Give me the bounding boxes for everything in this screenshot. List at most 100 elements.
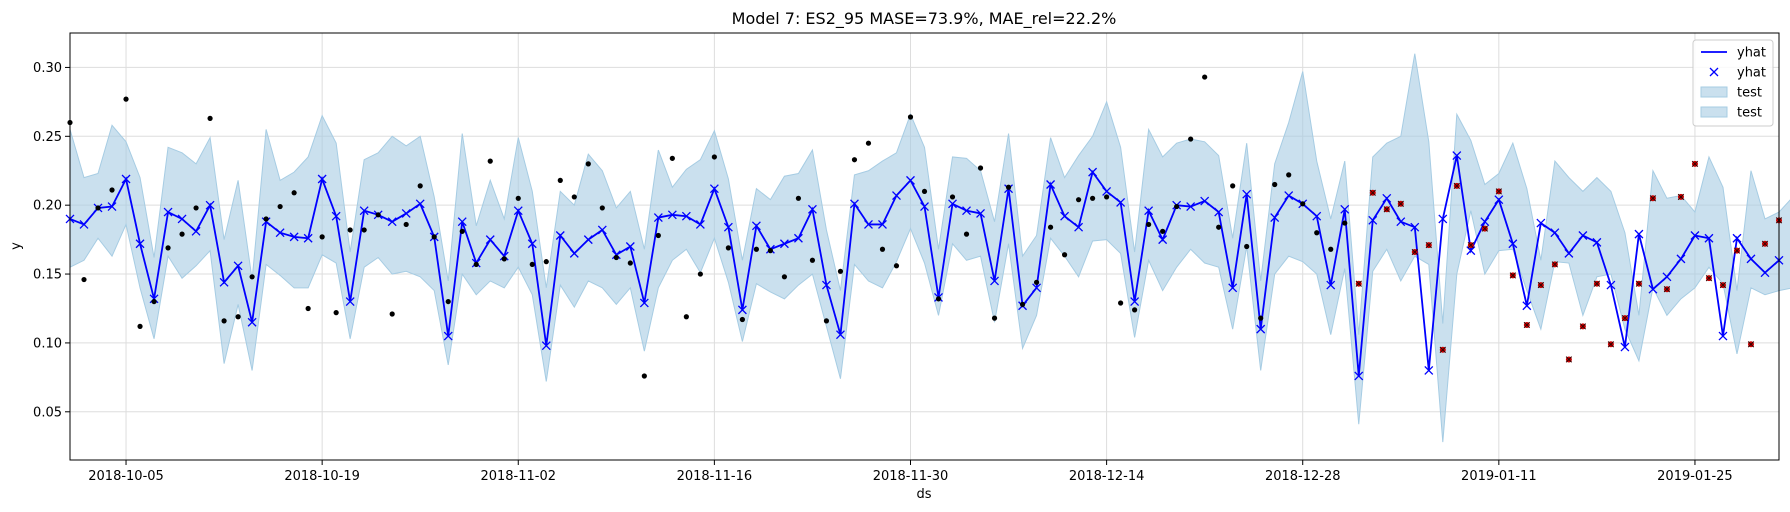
actual-point — [1005, 184, 1012, 190]
yhat-marker — [303, 233, 313, 243]
actual-point — [949, 194, 956, 200]
test-point — [1719, 281, 1727, 289]
test-point — [1747, 341, 1755, 348]
test-point-cross — [1551, 261, 1559, 268]
actual-point — [319, 234, 325, 240]
test-point-cross — [1369, 189, 1376, 196]
actual-point — [473, 261, 479, 268]
yhat-marker — [1592, 237, 1602, 247]
test-point — [1565, 356, 1573, 363]
yhat-marker — [1704, 233, 1714, 243]
actual-point — [795, 195, 802, 201]
legend-label: test — [1737, 86, 1762, 101]
yhat-marker — [962, 206, 971, 216]
legend-label: yhat — [1737, 66, 1766, 81]
test-point-cross — [1425, 241, 1432, 249]
yhat-marker — [149, 294, 159, 304]
yhat-marker — [1074, 222, 1084, 232]
actual-point — [613, 254, 619, 261]
test-point — [1607, 341, 1615, 348]
yhat-marker — [135, 239, 145, 249]
yhat-marker — [1396, 217, 1406, 227]
test-point — [1705, 275, 1713, 282]
yhat-marker — [920, 202, 929, 212]
actual-point — [1146, 221, 1152, 228]
actual-point — [403, 221, 409, 228]
yhat-marker — [1480, 217, 1490, 227]
yhat-marker — [401, 208, 411, 218]
actual-point — [1202, 74, 1208, 80]
yhat-marker — [1242, 189, 1252, 199]
test-point — [1649, 195, 1657, 202]
test-point — [1411, 248, 1418, 256]
yhat-marker — [1214, 207, 1224, 217]
test-points — [1355, 160, 1783, 363]
actual-point — [725, 245, 731, 251]
actual-point — [417, 183, 423, 189]
test-point-cross — [1495, 188, 1502, 195]
yhat-marker — [247, 317, 257, 327]
yhat-marker — [1186, 202, 1196, 212]
test-point — [1355, 280, 1362, 287]
test-point-cross — [1677, 193, 1685, 201]
test-point-cross — [1607, 341, 1615, 348]
actual-point — [529, 261, 535, 268]
y-tick-label: 0.20 — [33, 199, 62, 214]
test-point-cross — [1691, 160, 1699, 168]
y-axis-label: y — [9, 242, 24, 250]
y-tick-label: 0.10 — [33, 336, 62, 351]
test-point — [1691, 160, 1699, 168]
yhat-marker — [1550, 228, 1560, 238]
yhat-marker — [275, 228, 285, 238]
actual-point — [235, 314, 241, 320]
yhat-marker — [625, 242, 635, 251]
actual-point — [571, 194, 577, 200]
legend: yhat yhat test test — [1692, 39, 1774, 127]
actual-point — [557, 177, 563, 183]
y-axis-ticks: 0.05 0.10 0.15 0.20 0.25 0.30 — [33, 61, 70, 420]
yhat-marker — [1326, 280, 1336, 290]
test-point — [1733, 247, 1741, 254]
test-point — [1425, 241, 1432, 249]
actual-point — [977, 165, 984, 171]
yhat-marker — [695, 220, 705, 229]
actual-point — [1258, 315, 1264, 321]
test-point — [1593, 280, 1601, 287]
actual-point — [991, 315, 998, 321]
yhat-marker — [1228, 283, 1238, 293]
yhat-marker — [990, 276, 1000, 286]
actual-point — [1300, 201, 1306, 207]
actual-point — [767, 248, 774, 254]
actual-point — [263, 216, 269, 222]
yhat-marker — [639, 298, 649, 308]
yhat-marker — [878, 220, 887, 229]
yhat-marker — [1284, 191, 1294, 200]
yhat-marker — [121, 174, 131, 184]
actual-point — [1314, 230, 1320, 236]
yhat-marker — [948, 199, 957, 209]
actual-point — [1132, 307, 1138, 313]
test-point — [1677, 193, 1685, 201]
test-point — [1663, 286, 1671, 293]
actual-point — [1216, 224, 1222, 230]
yhat-marker — [821, 280, 831, 290]
y-tick-label: 0.05 — [33, 405, 62, 420]
test-point-cross — [1705, 275, 1713, 282]
yhat-marker — [1046, 180, 1056, 189]
yhat-marker — [233, 261, 243, 271]
actual-point — [1160, 228, 1166, 234]
yhat-marker — [1620, 342, 1630, 352]
test-point-cross — [1663, 286, 1671, 293]
yhat-marker — [331, 211, 341, 221]
yhat-marker — [1662, 272, 1672, 282]
actual-point — [851, 157, 858, 163]
actual-point — [151, 298, 157, 305]
actual-point — [1118, 300, 1124, 306]
actual-point — [123, 96, 129, 102]
test-point-cross — [1747, 341, 1755, 348]
actual-point — [641, 373, 647, 379]
x-tick-label: 2018-10-05 — [88, 469, 164, 484]
test-point-cross — [1355, 280, 1362, 287]
yhat-marker — [1690, 231, 1700, 240]
actual-point — [1342, 220, 1348, 226]
